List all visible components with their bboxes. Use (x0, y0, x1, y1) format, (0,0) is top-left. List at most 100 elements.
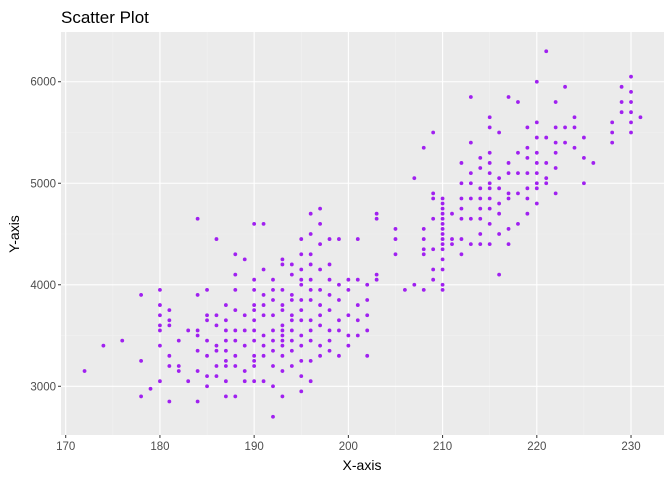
data-point (468, 242, 473, 247)
data-point (431, 130, 436, 135)
data-point (431, 247, 436, 252)
data-point (195, 348, 200, 353)
data-point (431, 191, 436, 196)
data-point (459, 216, 464, 221)
data-point (271, 338, 275, 343)
data-point (242, 257, 247, 262)
data-point (280, 257, 285, 262)
data-point (280, 343, 285, 348)
data-point (101, 343, 106, 348)
data-point (534, 79, 539, 84)
data-point (393, 237, 398, 241)
data-point (289, 272, 294, 277)
data-point (365, 298, 370, 302)
data-point (158, 379, 162, 384)
data-point (299, 267, 304, 272)
data-point (176, 369, 181, 373)
data-point (139, 394, 143, 399)
data-point (223, 394, 228, 399)
data-point (299, 282, 304, 287)
data-point (534, 150, 539, 155)
data-point (431, 277, 436, 282)
data-point (553, 140, 558, 145)
data-point (299, 308, 304, 313)
data-point (525, 196, 530, 201)
data-point (167, 364, 172, 368)
data-point (271, 313, 275, 318)
data-point (629, 120, 633, 125)
data-point (487, 186, 492, 191)
data-point (299, 374, 304, 379)
data-point (355, 277, 360, 282)
data-point (487, 171, 492, 176)
data-point (308, 379, 313, 384)
data-point (534, 186, 539, 191)
data-point (252, 364, 257, 368)
data-point (525, 171, 530, 176)
plot-panel (61, 32, 664, 435)
data-point (214, 348, 219, 353)
data-point (572, 115, 577, 120)
data-point (289, 262, 294, 267)
data-point (431, 216, 436, 221)
data-point (440, 196, 445, 201)
data-point (233, 328, 238, 333)
y-tick-label: 4000 (30, 280, 56, 292)
data-point (619, 84, 624, 89)
data-point (355, 237, 360, 241)
data-point (280, 308, 285, 313)
data-point (289, 338, 294, 343)
data-point (242, 343, 247, 348)
data-point (553, 191, 558, 196)
data-point (582, 155, 586, 160)
data-point (497, 201, 502, 206)
data-point (544, 176, 549, 181)
data-point (318, 323, 323, 328)
data-point (214, 323, 219, 328)
data-point (365, 313, 370, 318)
data-point (280, 262, 285, 267)
data-point (487, 150, 492, 155)
data-point (205, 384, 209, 389)
data-point (308, 252, 313, 257)
data-point (459, 161, 464, 165)
data-point (242, 328, 247, 333)
data-point (431, 196, 436, 201)
data-point (252, 303, 257, 307)
data-point (308, 328, 313, 333)
x-tick-label: 170 (56, 441, 75, 453)
data-point (497, 272, 502, 277)
data-point (506, 196, 511, 201)
data-point (289, 293, 294, 297)
data-point (308, 287, 313, 292)
data-point (158, 343, 162, 348)
data-point (280, 323, 285, 328)
data-point (280, 333, 285, 338)
data-point (544, 49, 549, 54)
data-point (242, 379, 247, 384)
data-point (271, 384, 275, 389)
data-point (365, 353, 370, 358)
data-point (299, 343, 304, 348)
data-point (289, 318, 294, 323)
data-point (468, 95, 473, 99)
data-point (176, 364, 181, 368)
data-point (516, 191, 520, 196)
data-point (214, 237, 219, 241)
data-point (289, 298, 294, 302)
data-point (337, 318, 341, 323)
data-point (629, 100, 633, 104)
data-point (186, 379, 191, 384)
data-point (468, 140, 473, 145)
data-point (252, 308, 257, 313)
data-point (337, 282, 341, 287)
data-point (214, 343, 219, 348)
data-point (525, 155, 530, 160)
data-point (393, 252, 398, 257)
data-point (318, 242, 323, 247)
data-point (468, 171, 473, 176)
data-point (289, 364, 294, 368)
data-point (468, 181, 473, 186)
x-tick-label: 220 (527, 441, 546, 453)
data-point (534, 201, 539, 206)
